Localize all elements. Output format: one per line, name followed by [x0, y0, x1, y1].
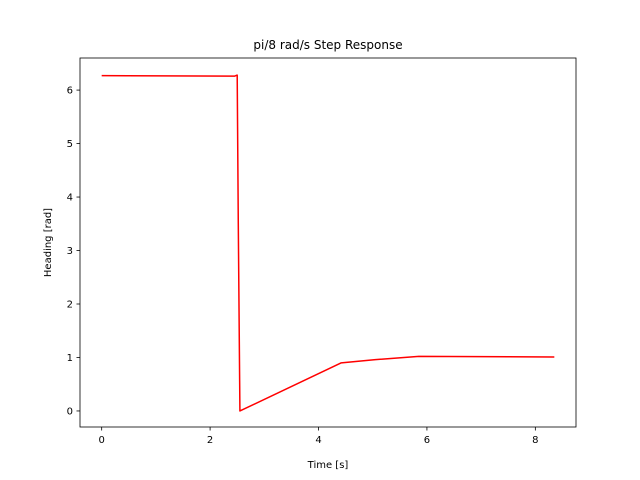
plot-lines [101, 74, 555, 412]
x-tick-label: 0 [98, 435, 104, 446]
y-tick-label: 2 [67, 300, 73, 311]
plot-frame [79, 57, 577, 428]
series-line-0 [101, 74, 555, 412]
y-tick-label: 1 [67, 353, 73, 364]
x-axis-label: Time [s] [307, 460, 349, 471]
x-tick-label: 6 [424, 435, 430, 446]
x-tick-label: 2 [207, 435, 213, 446]
y-axis-ticks: 0 1 2 3 4 5 6 [67, 86, 80, 418]
y-tick-label: 6 [67, 86, 73, 97]
y-tick-label: 5 [67, 139, 73, 150]
x-tick-label: 8 [532, 435, 538, 446]
x-tick-label: 4 [315, 435, 321, 446]
chart-title: pi/8 rad/s Step Response [253, 38, 402, 52]
y-axis-label: Heading [rad] [43, 208, 54, 277]
y-tick-label: 4 [67, 193, 73, 204]
x-axis-ticks: 0 2 4 6 8 [98, 427, 539, 446]
y-tick-label: 3 [67, 246, 73, 257]
y-tick-label: 0 [67, 407, 73, 418]
